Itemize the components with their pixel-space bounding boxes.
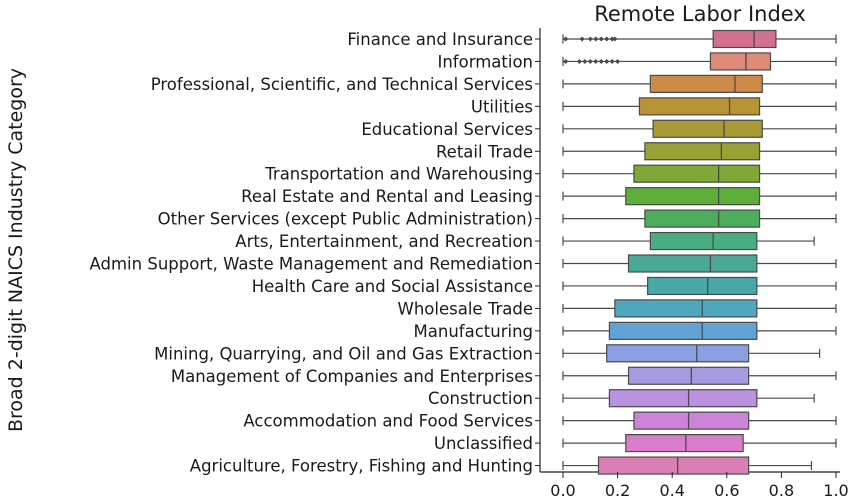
iqr-box xyxy=(652,119,763,138)
iqr-box xyxy=(614,299,758,318)
box-group xyxy=(562,74,837,94)
outlier-point xyxy=(576,58,582,64)
iqr-box xyxy=(633,411,750,430)
category-label: Arts, Entertainment, and Recreation xyxy=(235,232,533,251)
outlier-point xyxy=(604,58,610,64)
iqr-box xyxy=(649,231,758,251)
outlier-point xyxy=(612,36,618,42)
iqr-box xyxy=(627,366,750,385)
x-tick-label: 0.8 xyxy=(769,481,794,500)
iqr-box xyxy=(638,97,761,116)
box-group xyxy=(562,119,837,138)
iqr-box xyxy=(644,142,761,161)
box-group xyxy=(562,29,837,49)
box-group xyxy=(562,97,837,116)
box-group xyxy=(562,411,837,430)
x-tick-label: 0.4 xyxy=(659,481,684,500)
category-label: Management of Companies and Enterprises xyxy=(171,367,533,386)
iqr-box xyxy=(625,434,744,453)
iqr-box xyxy=(633,164,761,183)
box-group xyxy=(562,299,837,318)
box-group xyxy=(562,187,837,206)
outlier-point xyxy=(604,36,610,42)
category-label: Wholesale Trade xyxy=(398,299,533,318)
category-label: Manufacturing xyxy=(414,322,533,341)
box-group xyxy=(562,231,815,251)
category-label: Agriculture, Forestry, Fishing and Hunti… xyxy=(190,457,533,476)
box-group xyxy=(562,456,813,475)
iqr-box xyxy=(608,321,758,340)
category-label: Mining, Quarrying, and Oil and Gas Extra… xyxy=(154,344,533,363)
box-group xyxy=(562,366,837,385)
iqr-box xyxy=(625,187,761,206)
iqr-box xyxy=(606,344,750,363)
category-label: Educational Services xyxy=(361,120,533,139)
outlier-point xyxy=(579,36,585,42)
category-label: Unclassified xyxy=(434,434,533,453)
outlier-point xyxy=(563,36,569,42)
outlier-point xyxy=(609,36,615,42)
iqr-box xyxy=(627,254,758,273)
x-tick-label: 1.0 xyxy=(823,481,848,500)
box-group xyxy=(562,142,837,161)
box-group xyxy=(562,344,821,363)
category-label: Retail Trade xyxy=(436,142,533,161)
category-label: Utilities xyxy=(471,97,533,116)
category-label: Finance and Insurance xyxy=(347,30,533,49)
outlier-point xyxy=(598,58,604,64)
box-group xyxy=(562,389,815,408)
outlier-point xyxy=(598,36,604,42)
iqr-box xyxy=(709,52,772,71)
category-label: Professional, Scientific, and Technical … xyxy=(151,75,533,94)
category-label: Admin Support, Waste Management and Reme… xyxy=(90,255,533,274)
iqr-box xyxy=(597,456,750,475)
category-label: Other Services (except Public Administra… xyxy=(158,210,533,229)
chart-title: Remote Labor Index xyxy=(594,2,806,26)
outlier-point xyxy=(587,58,593,64)
box-group xyxy=(562,209,837,228)
category-label: Real Estate and Rental and Leasing xyxy=(241,187,533,206)
iqr-box xyxy=(649,74,763,94)
x-tick-label: 0.6 xyxy=(714,481,739,500)
outlier-point xyxy=(587,36,593,42)
box-group xyxy=(562,164,837,183)
box-group xyxy=(562,52,837,71)
box-group xyxy=(562,434,837,453)
outlier-point xyxy=(609,58,615,64)
category-label: Health Care and Social Assistance xyxy=(252,277,533,296)
category-label: Transportation and Warehousing xyxy=(264,165,533,184)
category-label: Accommodation and Food Services xyxy=(243,412,533,431)
category-label: Construction xyxy=(428,389,533,408)
outlier-point xyxy=(563,58,569,64)
iqr-box xyxy=(644,209,761,228)
outlier-point xyxy=(615,58,621,64)
outlier-point xyxy=(593,58,599,64)
iqr-box xyxy=(712,29,777,49)
outlier-point xyxy=(582,58,588,64)
y-axis-label: Broad 2-digit NAICS Industry Category xyxy=(5,68,27,432)
x-tick-label: 0.0 xyxy=(550,481,575,500)
outlier-point xyxy=(593,36,599,42)
iqr-box xyxy=(647,276,758,296)
box-group xyxy=(562,276,837,296)
box-group xyxy=(562,321,837,340)
category-label: Information xyxy=(437,52,533,71)
x-tick-label: 0.2 xyxy=(605,481,630,500)
box-group xyxy=(562,254,837,273)
iqr-box xyxy=(608,389,758,408)
